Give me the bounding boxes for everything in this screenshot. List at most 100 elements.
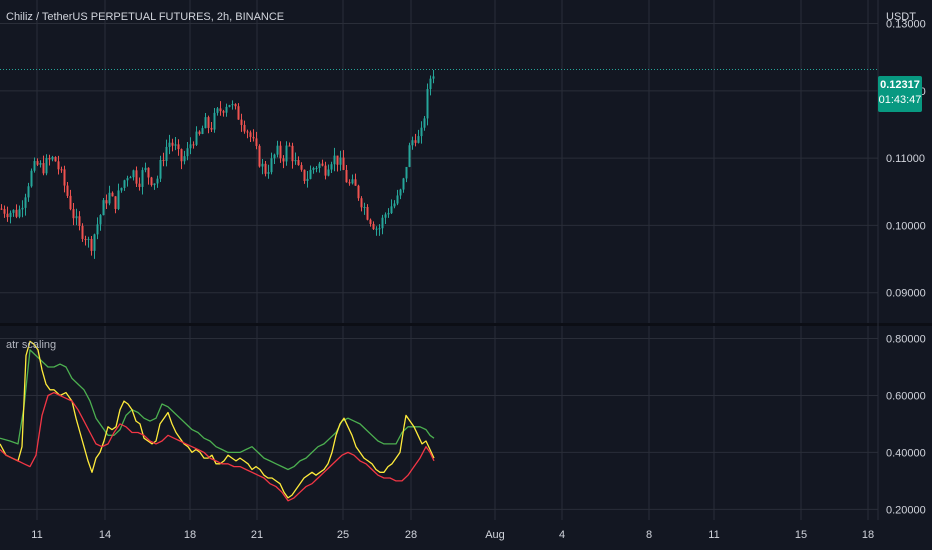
time-tick-label: 21: [251, 529, 263, 541]
candle-body: [93, 234, 96, 251]
candle-body: [360, 198, 363, 208]
candle-body: [336, 155, 339, 165]
candle-body: [189, 144, 192, 149]
candle-body: [156, 178, 159, 184]
time-tick-label: Aug: [485, 529, 505, 541]
candle-body: [333, 155, 336, 165]
candle-body: [72, 209, 75, 219]
candle-body: [150, 177, 153, 186]
candle-body: [162, 159, 165, 161]
candle-body: [288, 145, 291, 147]
time-tick-label: 8: [646, 529, 652, 541]
candle-body: [240, 119, 243, 125]
candle-body: [252, 136, 255, 139]
candle-body: [57, 161, 60, 170]
candle-body: [45, 158, 48, 174]
candle-body: [195, 131, 198, 145]
candle-body: [66, 185, 69, 196]
candle-body: [6, 213, 9, 218]
candle-body: [99, 215, 102, 225]
candle-body: [312, 167, 315, 170]
candle-body: [342, 157, 345, 170]
candle-body: [384, 214, 387, 218]
candle-body: [126, 178, 129, 181]
series-line-yellow: [0, 340, 435, 499]
candle-body: [372, 223, 375, 230]
candle-body: [114, 196, 117, 209]
candle-body: [168, 142, 171, 147]
candle-body: [117, 190, 120, 209]
candle-body: [249, 132, 252, 137]
time-axis[interactable]: 11 14 18 21 25 28 Aug 4 8 11 15 18: [31, 529, 874, 541]
price-tick-label: 0.13000: [886, 19, 926, 31]
candle-body: [297, 159, 300, 166]
candle-body: [414, 140, 417, 143]
candle-body: [84, 238, 87, 240]
candle-body: [411, 140, 414, 146]
candle-body: [348, 182, 351, 184]
series-line-green: [0, 349, 435, 471]
candle-body: [378, 228, 381, 230]
time-tick-label: 18: [862, 529, 874, 541]
candle-body: [267, 172, 270, 174]
candle-body: [42, 163, 45, 174]
candle-body: [36, 161, 39, 165]
candle-body: [366, 207, 369, 220]
candle-body: [375, 228, 378, 230]
candle-body: [423, 118, 426, 128]
candle-body: [258, 145, 261, 167]
candle-body: [27, 186, 30, 198]
candle-body: [12, 209, 15, 213]
time-tick-label: 14: [99, 529, 111, 541]
candle-body: [234, 104, 237, 107]
candle-body: [261, 163, 264, 167]
candle-body: [282, 158, 285, 162]
candle-body: [363, 207, 366, 209]
candle-body: [399, 189, 402, 196]
indicator-title: atr scaling: [6, 339, 57, 351]
candle-body: [246, 131, 249, 133]
candle-body: [192, 144, 195, 146]
candle-body: [129, 177, 132, 179]
candle-body: [177, 144, 180, 150]
candle-body: [21, 207, 24, 210]
candle-body: [228, 105, 231, 107]
candle-body: [87, 238, 90, 240]
candle-body: [387, 213, 390, 215]
candle-body: [420, 127, 423, 137]
indicator-tick-label: 0.60000: [886, 390, 926, 402]
candle-body: [339, 157, 342, 165]
candle-body: [18, 209, 21, 217]
candle-body: [3, 209, 6, 214]
candle-body: [204, 117, 207, 129]
candle-body: [408, 145, 411, 167]
candle-body: [426, 89, 429, 119]
candle-body: [357, 185, 360, 199]
candle-body: [396, 195, 399, 204]
candle-body: [165, 146, 168, 161]
candle-body: [0, 208, 3, 210]
indicator-series: [0, 340, 435, 502]
candle-body: [324, 165, 327, 176]
pane-separator: [0, 323, 932, 326]
price-tick-label: 0.10000: [886, 220, 926, 232]
last-price-value: 0.12317: [880, 79, 920, 91]
candle-body: [210, 127, 213, 130]
candle-body: [369, 219, 372, 224]
candle-body: [405, 166, 408, 179]
bar-countdown: 01:43:47: [878, 94, 922, 106]
candle-body: [207, 117, 210, 128]
candle-body: [330, 164, 333, 170]
indicator-tick-label: 0.40000: [886, 447, 926, 459]
price-candles: [0, 69, 878, 259]
candle-body: [69, 195, 72, 210]
candle-body: [300, 165, 303, 170]
candle-body: [432, 76, 435, 79]
indicator-tick-label: 0.20000: [886, 504, 926, 516]
candle-body: [327, 169, 330, 176]
candle-body: [153, 183, 156, 186]
candle-body: [24, 197, 27, 208]
series-line-red: [0, 391, 435, 502]
grid-lines: [0, 0, 932, 520]
